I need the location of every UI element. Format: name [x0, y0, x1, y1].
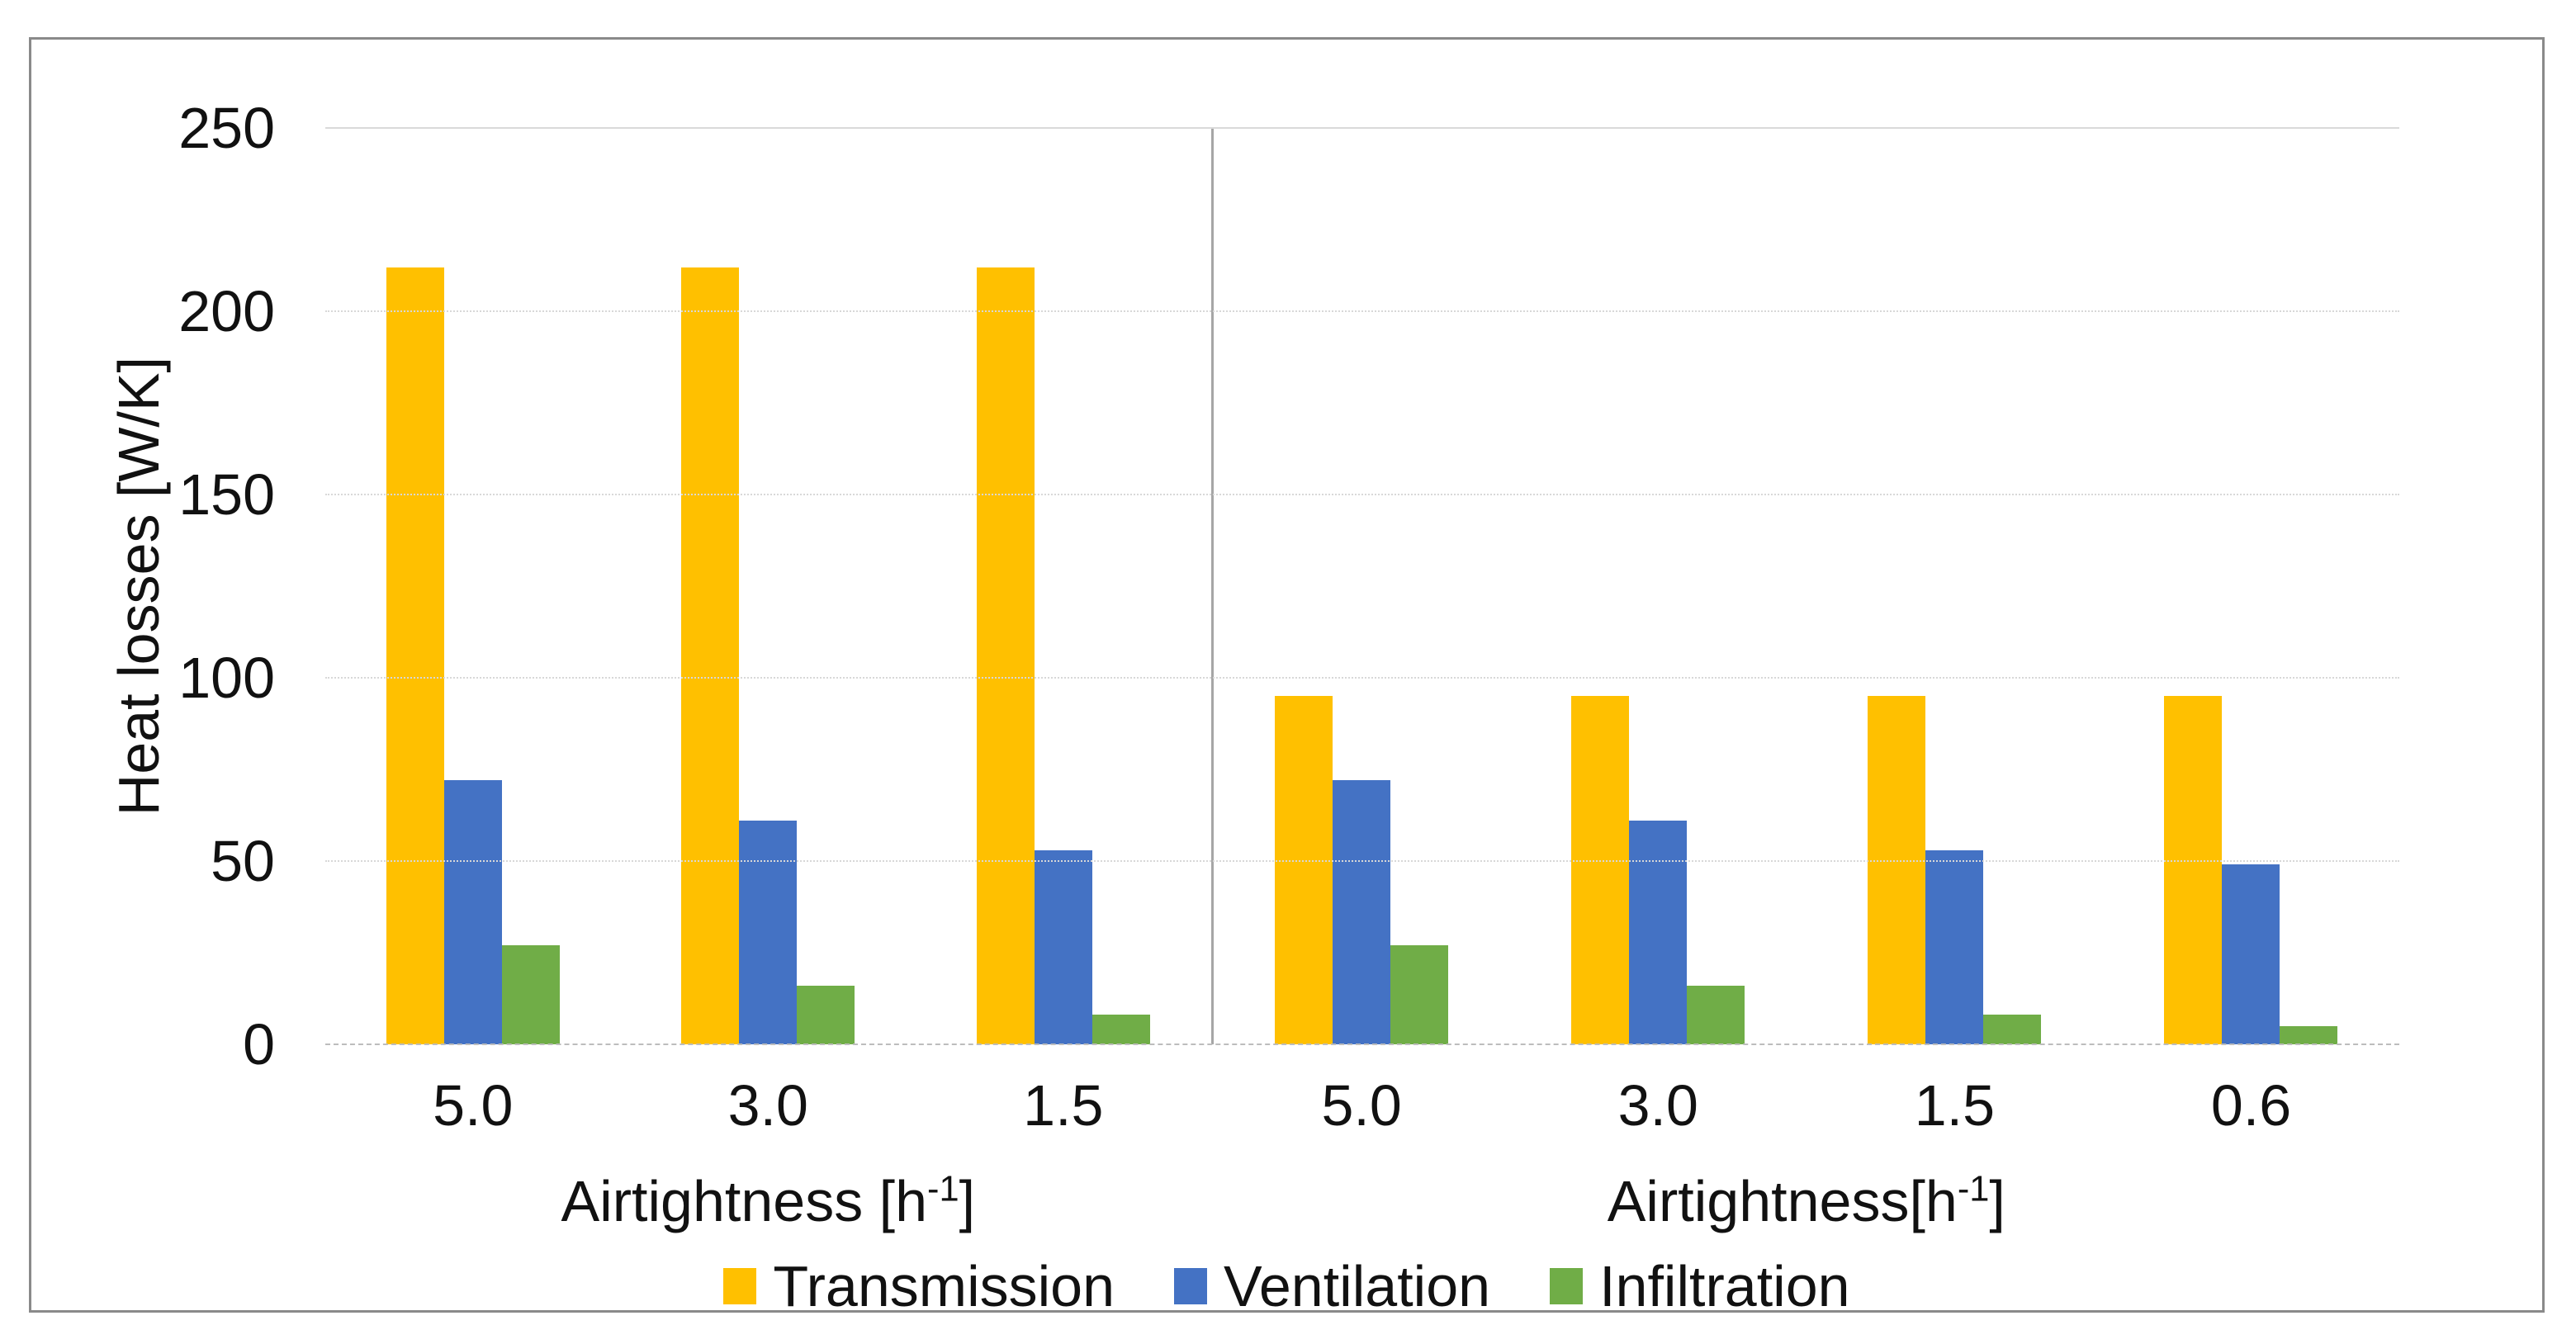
bars	[386, 128, 560, 1044]
legend-label-transmission: Transmission	[773, 1254, 1115, 1318]
bars	[2164, 128, 2338, 1044]
legend-item-infiltration: Infiltration	[1550, 1254, 1850, 1318]
legend-item-ventilation: Ventilation	[1174, 1255, 1490, 1318]
bar-ventilation-0.6	[2222, 864, 2280, 1044]
legend: Transmission Ventilation Infiltration	[31, 1255, 2542, 1318]
bar-infiltration-1.5	[1091, 1015, 1150, 1044]
x-axis-title-left-bracket: ]	[959, 1169, 976, 1233]
bar-ventilation-1.5	[1925, 849, 1984, 1044]
x-tick-label-5.0: 5.0	[1321, 1073, 1402, 1138]
y-tick-label-100: 100	[178, 646, 275, 710]
y-tick-label-50: 50	[211, 829, 275, 893]
y-tick-label-0: 0	[243, 1012, 275, 1077]
x-axis-title-left: Airtightness [h-1]	[325, 1167, 1211, 1236]
bar-transmission-5.0	[386, 267, 444, 1044]
bar-infiltration-3.0	[1687, 985, 1745, 1044]
y-tick-label-150: 150	[178, 462, 275, 527]
legend-label-ventilation: Ventilation	[1224, 1254, 1491, 1318]
x-axis-title-right-text: Airtightness[h	[1607, 1169, 1958, 1233]
bars	[976, 128, 1150, 1044]
gridline-100	[325, 677, 2399, 679]
bars	[1571, 128, 1745, 1044]
cluster-right: Airtightness[h-1] 5.0 3.0 1.5 0.6	[1210, 128, 2399, 1233]
legend-item-transmission: Transmission	[723, 1255, 1115, 1318]
legend-swatch-infiltration-icon	[1550, 1268, 1584, 1304]
x-tick-label-1.5: 1.5	[1914, 1073, 1996, 1138]
bar-group-3.0: 3.0	[1510, 128, 1807, 1138]
bars	[1275, 128, 1449, 1044]
bar-transmission-3.0	[1571, 696, 1630, 1044]
x-axis-title-right-superscript: -1	[1957, 1169, 1990, 1209]
y-axis-tick-labels: 250 200 150 100 50 0	[31, 96, 275, 1077]
legend-swatch-ventilation-icon	[1174, 1268, 1208, 1304]
legend-label-infiltration: Infiltration	[1599, 1254, 1850, 1318]
chart-frame: Heat losses [W/K] 250 200 150 100 50 0 Airtig…	[29, 37, 2545, 1318]
x-tick-label-0.6: 0.6	[2210, 1073, 2292, 1138]
bar-infiltration-3.0	[797, 985, 855, 1044]
y-tick-label-200: 200	[178, 279, 275, 343]
bar-ventilation-5.0	[1333, 780, 1391, 1044]
bar-infiltration-1.5	[1983, 1015, 2042, 1044]
bar-transmission-1.5	[1868, 696, 1926, 1044]
bar-transmission-1.5	[976, 267, 1035, 1044]
bar-ventilation-1.5	[1034, 849, 1092, 1044]
bar-group-5.0: 5.0	[325, 128, 621, 1138]
x-tick-label-3.0: 3.0	[727, 1073, 808, 1138]
bar-transmission-3.0	[681, 267, 740, 1044]
bar-ventilation-3.0	[1629, 821, 1688, 1044]
gridline-50	[325, 860, 2399, 862]
bar-group-1.5: 1.5	[1807, 128, 2103, 1138]
x-tick-label-5.0: 5.0	[433, 1073, 514, 1138]
x-axis-title-right: Airtightness[h-1]	[1214, 1167, 2399, 1236]
y-tick-label-250: 250	[178, 96, 275, 160]
bar-ventilation-3.0	[739, 821, 798, 1044]
bar-group-5.0: 5.0	[1214, 128, 1510, 1138]
gridline-0	[325, 1043, 2399, 1045]
gridline-150	[325, 494, 2399, 495]
bar-clusters: Airtightness [h-1] 5.0 3.0 1.5 Airtightnes…	[325, 128, 2399, 1233]
plot-area: Airtightness [h-1] 5.0 3.0 1.5 Airtightnes…	[325, 127, 2399, 1233]
bar-group-1.5: 1.5	[916, 128, 1211, 1138]
bar-group-3.0: 3.0	[621, 128, 916, 1138]
gridline-200	[325, 310, 2399, 312]
bars	[681, 128, 855, 1044]
bar-infiltration-0.6	[2280, 1025, 2338, 1044]
x-tick-label-3.0: 3.0	[1617, 1073, 1698, 1138]
x-axis-title-left-superscript: -1	[927, 1169, 959, 1209]
gridline-250	[325, 127, 2399, 129]
x-axis-title-left-text: Airtightness [h	[561, 1169, 928, 1233]
legend-swatch-transmission-icon	[723, 1268, 757, 1304]
bar-transmission-0.6	[2164, 696, 2223, 1044]
x-axis-title-right-bracket: ]	[1989, 1169, 2005, 1233]
x-tick-label-1.5: 1.5	[1023, 1073, 1104, 1138]
bar-infiltration-5.0	[501, 945, 560, 1044]
cluster-left: Airtightness [h-1] 5.0 3.0 1.5	[325, 128, 1211, 1233]
bar-transmission-5.0	[1275, 696, 1333, 1044]
bar-ventilation-5.0	[443, 780, 502, 1044]
bars	[1868, 128, 2042, 1044]
bar-group-0.6: 0.6	[2103, 128, 2399, 1138]
bar-infiltration-5.0	[1390, 945, 1449, 1044]
